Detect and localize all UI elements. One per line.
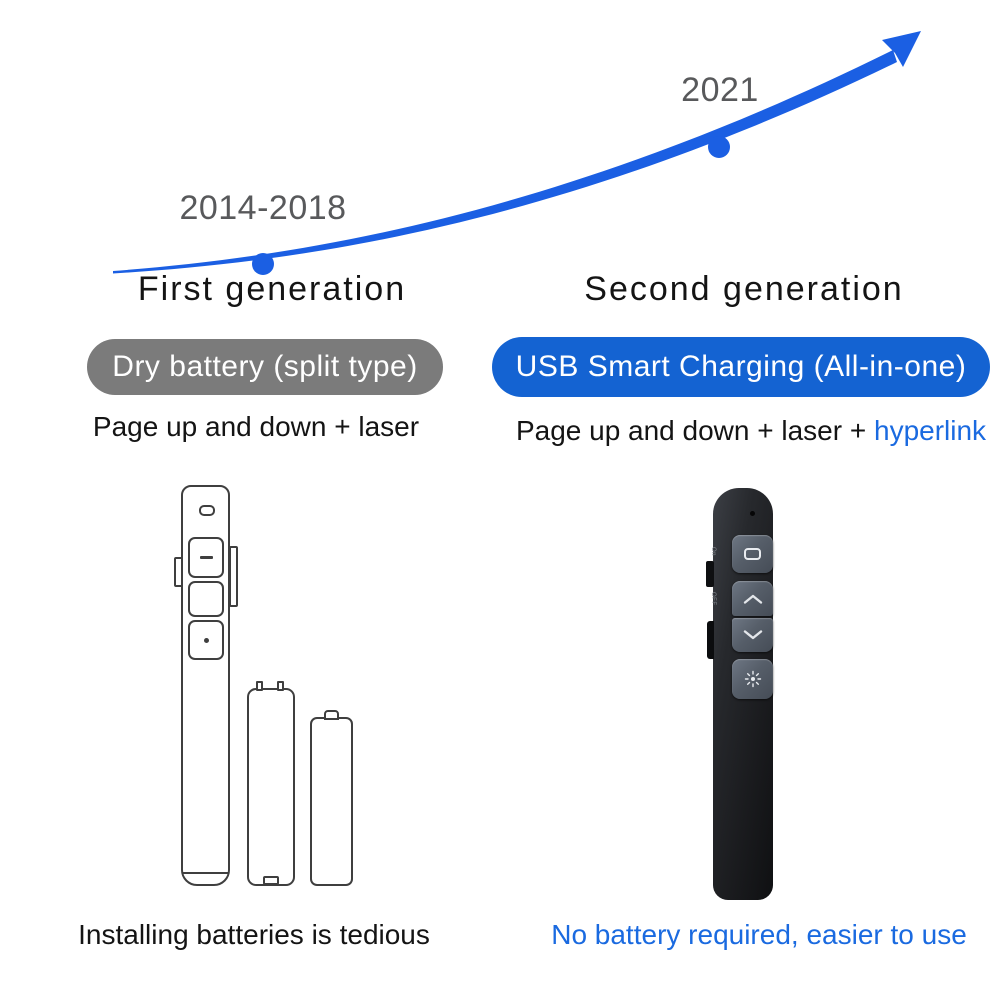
old-presenter-button-top	[188, 537, 224, 578]
chevron-up-icon	[743, 594, 762, 604]
timeline-dot-first	[252, 253, 274, 275]
timeline-dot-second	[708, 136, 730, 158]
laser-button	[732, 659, 773, 699]
usb-charging-badge: USB Smart Charging (All-in-one)	[492, 337, 990, 397]
second-gen-caption: No battery required, easier to use	[551, 919, 967, 950]
battery-cover	[247, 688, 295, 886]
second-gen-features-prefix: Page up and down + laser +	[515, 415, 874, 446]
old-presenter-left-clip	[174, 557, 183, 587]
screen-icon	[744, 548, 761, 560]
new-presenter-led-indicator	[750, 511, 755, 516]
chevron-down-icon	[743, 630, 762, 640]
switch-off-label: OFF	[710, 592, 716, 606]
dry-battery-badge: Dry battery (split type)	[87, 339, 443, 395]
timeline-year-second: 2021	[681, 71, 759, 109]
battery-cover-tab-right	[277, 681, 284, 691]
old-presenter-bottom-seam	[183, 872, 228, 874]
timeline-year-first: 2014-2018	[179, 189, 347, 227]
battery-cover-latch	[263, 876, 279, 885]
usb-charging-badge-label: USB Smart Charging (All-in-one)	[515, 350, 967, 383]
second-gen-features: Page up and down + laser + hyperlink	[516, 417, 986, 445]
aa-battery-terminal	[324, 710, 339, 720]
page-up-button	[732, 581, 773, 616]
old-presenter-right-clip	[229, 546, 238, 607]
second-gen-device-render: On OFF	[700, 485, 795, 905]
laser-dot-icon	[203, 637, 209, 643]
first-generation-heading: First generation	[137, 270, 407, 308]
old-presenter-button-middle	[188, 581, 224, 617]
second-gen-features-hyperlink: hyperlink	[873, 415, 987, 446]
page-down-button	[732, 618, 773, 652]
switch-on-label: On	[710, 547, 716, 557]
first-gen-device-illustration	[170, 480, 370, 895]
battery-cover-tab-left	[256, 681, 263, 691]
power-switch	[706, 561, 714, 587]
second-generation-heading: Second generation	[584, 270, 904, 308]
first-gen-caption: Installing batteries is tedious	[78, 919, 430, 950]
arrow-head-icon	[882, 31, 921, 67]
dash-icon	[199, 556, 213, 559]
growth-curve-line	[113, 50, 897, 274]
aa-battery	[310, 717, 353, 886]
laser-icon	[744, 670, 761, 688]
dry-battery-badge-label: Dry battery (split type)	[112, 350, 418, 383]
presentation-screen-button	[732, 535, 773, 573]
first-gen-features: Page up and down + laser	[92, 411, 420, 442]
old-presenter-led-indicator	[199, 505, 215, 516]
old-presenter-button-bottom	[188, 620, 224, 660]
usb-port-cover	[707, 621, 714, 659]
